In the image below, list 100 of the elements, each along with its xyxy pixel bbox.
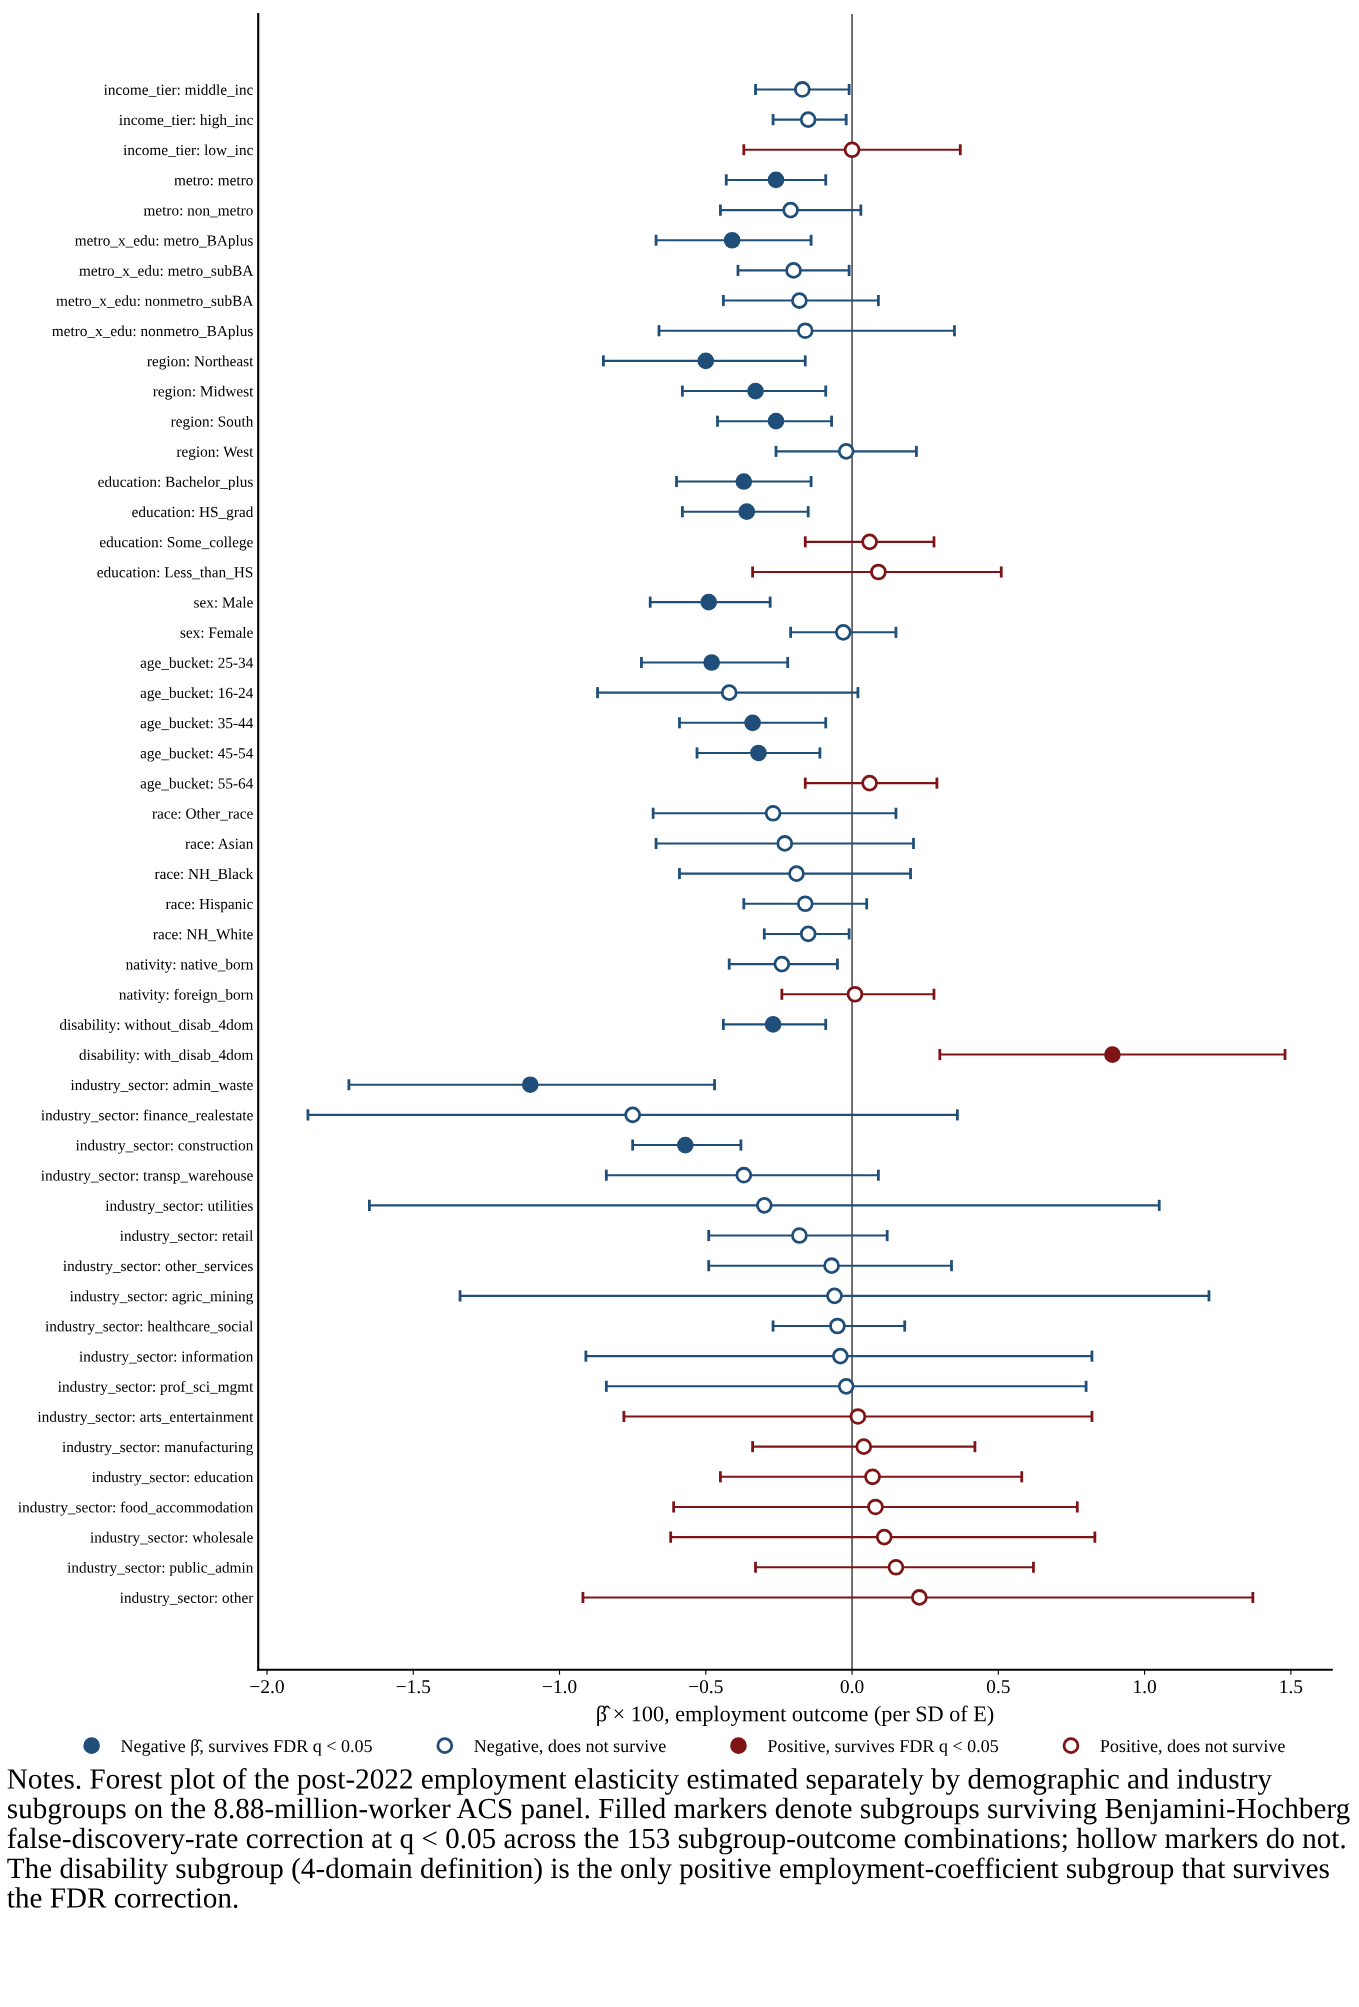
y-tick-label: education: Less_than_HS	[97, 566, 253, 580]
y-tick-label: age_bucket: 25-34	[140, 657, 254, 672]
point	[697, 352, 715, 370]
point	[744, 714, 761, 732]
y-tick-label: industry_sector: information	[79, 1350, 254, 1365]
point	[1104, 1046, 1121, 1063]
y-tick-label: income_tier: low_inc	[123, 144, 253, 158]
point	[624, 1106, 641, 1124]
point	[735, 473, 753, 490]
point	[750, 744, 767, 762]
x-tick-label: 1.0	[1134, 1680, 1157, 1694]
point	[676, 1136, 694, 1154]
y-tick-label: nativity: native_born	[125, 958, 254, 973]
y-tick-label: region: West	[176, 446, 254, 460]
point	[911, 1589, 928, 1606]
point	[867, 1498, 884, 1516]
point	[861, 774, 878, 792]
y-tick-label: education: Bachelor_plus	[98, 476, 253, 491]
y-tick-label: age_bucket: 55-64	[140, 777, 254, 792]
y-tick-label: disability: with_disab_4dom	[79, 1049, 254, 1064]
y-tick-label: disability: without_disab_4dom	[59, 1019, 254, 1033]
point	[834, 623, 852, 641]
x-tick-label: −1.0	[542, 1680, 577, 1694]
point	[521, 1076, 539, 1094]
y-tick-label: industry_sector: finance_realestate	[41, 1109, 253, 1124]
point	[849, 1408, 867, 1425]
y-tick-label: sex: Male	[194, 596, 253, 608]
point	[861, 533, 878, 551]
y-tick-label: income_tier: high_inc	[119, 114, 253, 129]
point	[837, 443, 855, 460]
y-tick-label: metro_x_edu: metro_subBA	[79, 265, 254, 278]
legend-label: Positive, does not survive	[1100, 1739, 1285, 1755]
point	[773, 955, 791, 973]
legend-label: Negative, does not survive	[474, 1739, 666, 1756]
y-tick-label: industry_sector: arts_entertainment	[37, 1411, 254, 1426]
y-tick-label: age_bucket: 16-24	[140, 687, 254, 702]
point	[782, 201, 799, 219]
y-tick-label: region: Midwest	[153, 385, 254, 400]
point	[887, 1558, 905, 1576]
point	[776, 835, 794, 852]
point	[788, 865, 805, 882]
y-tick-label: industry_sector: wholesale	[90, 1531, 253, 1546]
point	[870, 563, 887, 581]
point	[823, 1257, 840, 1275]
x-tick-label: −1.5	[396, 1680, 431, 1694]
y-tick-label: age_bucket: 35-44	[140, 717, 254, 732]
y-tick-label: industry_sector: other_services	[63, 1260, 253, 1275]
point	[855, 1438, 873, 1455]
y-tick-label: industry_sector: utilities	[105, 1200, 253, 1214]
point	[767, 412, 785, 430]
point	[700, 593, 718, 611]
y-tick-label: metro: non_metro	[143, 206, 253, 218]
y-tick-label: industry_sector: public_admin	[67, 1561, 254, 1576]
y-tick-label: education: HS_grad	[132, 506, 254, 521]
point	[875, 1528, 893, 1546]
x-tick-label: 0.0	[840, 1680, 864, 1694]
point	[764, 1016, 782, 1033]
point	[755, 1197, 773, 1214]
x-tick-label: −0.5	[689, 1680, 723, 1694]
point	[826, 1287, 843, 1305]
point	[791, 292, 808, 309]
y-tick-label: nativity: foreign_born	[119, 988, 254, 1003]
y-tick-label: race: Other_race	[152, 807, 253, 821]
point	[799, 925, 817, 943]
point	[703, 654, 720, 671]
y-tick-label: race: NH_Black	[154, 868, 254, 881]
point	[747, 382, 764, 400]
point	[799, 111, 817, 128]
y-tick-label: race: Hispanic	[165, 898, 253, 913]
x-tick-label: −2.0	[250, 1680, 284, 1694]
point	[785, 262, 802, 279]
y-tick-label: metro_x_edu: nonmetro_subBA	[56, 295, 254, 308]
y-tick-label: industry_sector: prof_sci_mgmt	[58, 1380, 254, 1395]
point	[829, 1317, 846, 1335]
y-tick-label: industry_sector: healthcare_social	[45, 1320, 254, 1335]
point	[767, 171, 785, 189]
y-tick-label: race: Asian	[185, 838, 254, 849]
y-tick-label: income_tier: middle_inc	[103, 84, 253, 97]
point	[837, 1377, 855, 1395]
point	[738, 503, 756, 521]
y-tick-label: age_bucket: 45-54	[140, 747, 254, 762]
point	[793, 81, 811, 98]
point	[723, 231, 741, 249]
y-tick-label: industry_sector: other	[120, 1592, 254, 1607]
point	[846, 985, 864, 1003]
legend-label: Negative β̂, survives FDR q < 0.05	[121, 1739, 372, 1756]
y-tick-label: metro_x_edu: metro_BAplus	[75, 234, 253, 249]
y-tick-label: region: South	[170, 415, 254, 430]
y-tick-label: region: Northeast	[147, 355, 254, 370]
point	[764, 804, 782, 822]
y-tick-label: industry_sector: agric_mining	[69, 1290, 254, 1305]
x-tick-label: 0.5	[986, 1680, 1010, 1694]
point	[791, 1227, 808, 1244]
legend-label: Positive, survives FDR q < 0.05	[767, 1739, 999, 1756]
text: Notes. Forest plot of the post-2022 employment elasticity estimated separately by demographic and industry subgroups on the 8.88-million-worker ACS panel. Filled markers denote subgroups surviving Benjamini-Hochberg false-discovery-rate correction at q < 0.05 across the 153 subgroup-outcome combinations; hollow markers do not. The disability subgroup (4-domain definition) is the only positive employment-coefficient subgroup that survives the FDR correction.	[7, 1768, 1350, 1908]
y-tick-label: industry_sector: construction	[75, 1139, 254, 1154]
y-tick-label: industry_sector: manufacturing	[62, 1441, 254, 1456]
point	[796, 322, 814, 340]
y-tick-label: education: Some_college	[99, 536, 253, 551]
y-tick-label: race: NH_White	[153, 928, 253, 942]
